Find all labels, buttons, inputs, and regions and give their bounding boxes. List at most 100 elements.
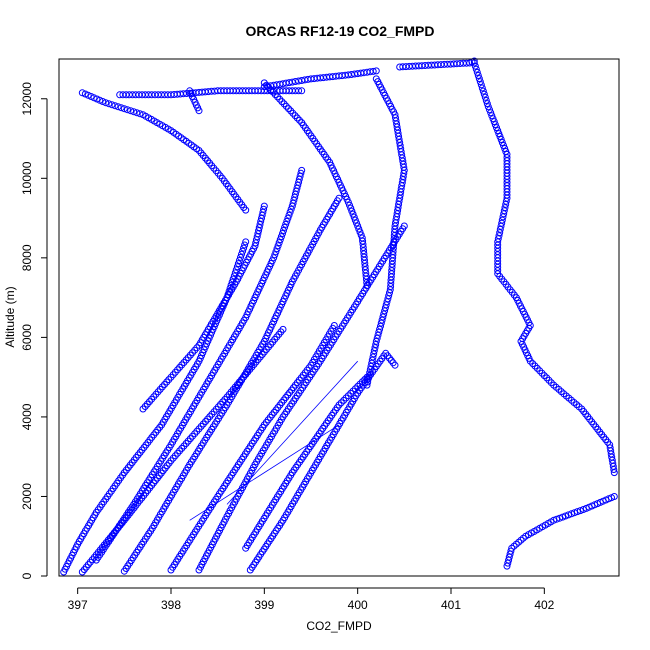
data-point [281, 223, 289, 231]
data-point [105, 100, 113, 108]
profile-series-14 [363, 75, 408, 389]
y-tick-label: 4000 [20, 403, 34, 430]
data-point [280, 100, 288, 108]
data-point [571, 509, 578, 517]
data-point [271, 251, 279, 259]
profile-series-4 [92, 166, 306, 564]
data-point [349, 387, 357, 395]
data-point [271, 91, 279, 99]
data-point [481, 93, 489, 101]
x-tick-label: 399 [254, 598, 274, 612]
data-point [371, 344, 379, 352]
data-point [117, 104, 125, 112]
data-point [263, 81, 270, 89]
data-point [476, 78, 484, 86]
data-point [279, 230, 286, 237]
y-axis-label: Altitude (m) [3, 286, 17, 347]
data-point [387, 357, 395, 364]
data-point [289, 109, 297, 117]
data-point [472, 65, 480, 73]
data-point [373, 334, 381, 342]
data-point [108, 101, 116, 109]
data-point [368, 359, 376, 367]
profile-series-16 [470, 59, 618, 477]
data-point [123, 106, 131, 114]
data-point [533, 364, 541, 372]
data-point [340, 396, 348, 404]
data-point [282, 102, 290, 110]
data-point [274, 93, 281, 101]
x-tick-label: 400 [348, 598, 368, 612]
data-point [368, 356, 376, 364]
data-point [133, 109, 141, 117]
data-point [287, 205, 295, 213]
data-point [540, 372, 548, 380]
data-point [547, 379, 555, 387]
data-point [482, 97, 490, 104]
profile-series-2 [78, 89, 250, 214]
data-point [344, 392, 352, 400]
data-point [295, 87, 303, 95]
data-point [494, 127, 502, 135]
data-point [479, 87, 487, 95]
data-point [500, 210, 508, 218]
profile-series-17 [503, 493, 618, 570]
data-point [127, 107, 135, 115]
x-tick-label: 401 [441, 598, 461, 612]
data-point [335, 401, 343, 409]
y-tick-label: 10000 [20, 161, 34, 195]
data-point [490, 118, 498, 126]
chart-title: ORCAS RF12-19 CO2_FMPD [245, 23, 434, 39]
data-point [610, 469, 618, 477]
data-point [504, 559, 512, 567]
data-point [114, 103, 122, 111]
data-point [477, 81, 485, 89]
data-point [335, 194, 343, 202]
data-point [260, 202, 268, 210]
profile-series-9 [167, 322, 338, 574]
data-point [365, 372, 373, 380]
data-point [139, 111, 147, 119]
data-point [470, 57, 478, 65]
data-point [363, 279, 371, 286]
data-point [374, 331, 382, 339]
data-point [242, 238, 250, 246]
data-point [241, 241, 249, 249]
profile-series-5 [120, 194, 343, 575]
data-point [276, 95, 284, 103]
data-point [277, 233, 285, 241]
data-point [195, 107, 203, 115]
data-point [358, 378, 366, 386]
data-point [260, 205, 268, 213]
data-point [274, 242, 282, 250]
data-point [391, 361, 399, 369]
data-point [400, 222, 408, 230]
data-point [269, 88, 277, 96]
data-point [237, 253, 244, 261]
data-point [475, 75, 483, 83]
data-point [227, 281, 235, 289]
data-point [287, 107, 295, 115]
data-point [556, 514, 564, 522]
data-point [370, 347, 378, 355]
data-point [543, 374, 551, 382]
data-point [480, 90, 488, 98]
data-point [363, 282, 371, 290]
plot-area [60, 57, 618, 576]
data-point [270, 254, 278, 262]
data-point [497, 222, 505, 230]
data-point [286, 208, 294, 216]
data-point [350, 213, 358, 221]
data-point [384, 295, 392, 303]
profile-series-11 [260, 79, 371, 290]
data-point [576, 507, 584, 515]
data-point [381, 304, 389, 312]
data-point [470, 59, 478, 67]
data-point [381, 307, 389, 315]
data-point [296, 116, 303, 124]
profile-series-8 [139, 202, 268, 413]
data-point [496, 225, 504, 233]
y-tick-label: 8000 [20, 244, 34, 271]
data-point [275, 239, 283, 247]
data-point [282, 220, 290, 228]
